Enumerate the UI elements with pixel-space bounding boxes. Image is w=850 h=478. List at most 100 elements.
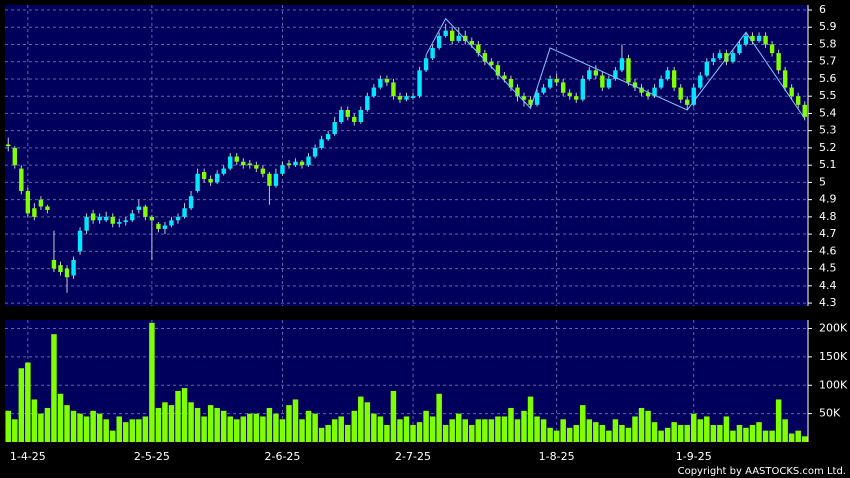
volume-bar <box>801 436 808 442</box>
volume-bar <box>403 416 410 442</box>
volume-bar <box>70 410 77 442</box>
candle-body <box>149 216 155 221</box>
volume-bar <box>260 416 266 442</box>
volume-bar <box>266 407 273 442</box>
volume-bar <box>129 419 136 442</box>
zigzag-line <box>425 17 806 119</box>
volume-bar <box>201 416 207 442</box>
y-tick-label: 4.6 <box>819 244 837 257</box>
candle-body <box>796 96 801 105</box>
candle-body <box>456 35 461 42</box>
candle-body <box>19 168 24 192</box>
candle-body <box>175 216 181 221</box>
candle-body <box>547 78 553 88</box>
candle-body <box>234 156 239 162</box>
candle-body <box>325 134 331 140</box>
candle-body <box>156 223 161 229</box>
candle-body <box>339 109 344 123</box>
volume-bar <box>240 416 247 442</box>
volume-bar <box>162 402 168 442</box>
volume-bar <box>762 430 769 442</box>
volume-bar <box>247 413 253 442</box>
volume-bar <box>175 390 181 442</box>
candle-body <box>117 222 122 224</box>
volume-bar <box>83 416 90 442</box>
y-tick-label: 200K <box>819 322 848 335</box>
candle-body <box>756 35 762 42</box>
candle-body <box>280 165 285 174</box>
y-tick-label: 5.5 <box>819 89 837 102</box>
y-tick-label: 5.3 <box>819 124 837 137</box>
candle-body <box>384 78 390 83</box>
volume-bar <box>638 407 645 442</box>
volume-bar <box>534 416 540 442</box>
volume-bar <box>619 424 625 442</box>
candle-body <box>306 156 311 166</box>
volume-bar <box>514 419 521 442</box>
candle-body <box>632 82 638 88</box>
candle-body <box>267 173 272 186</box>
candle-body <box>482 53 488 62</box>
volume-bar <box>416 422 423 442</box>
volume-bar <box>220 410 227 442</box>
candle-body <box>90 213 96 221</box>
volume-bar <box>227 416 233 442</box>
candle-body <box>260 168 266 174</box>
candle-body <box>652 87 657 97</box>
candle-body <box>136 206 142 210</box>
volume-bar <box>358 396 364 442</box>
volume-bar <box>547 427 553 442</box>
volume-bar <box>397 419 403 442</box>
y-tick-label: 5 <box>819 175 826 188</box>
volume-bar <box>109 430 116 442</box>
candle-body <box>476 44 481 54</box>
candle-body <box>12 147 17 166</box>
volume-bar <box>566 427 573 442</box>
volume-bar <box>331 419 338 442</box>
volume-bar <box>475 419 482 442</box>
candle-body <box>724 53 729 62</box>
candle-body <box>365 96 370 110</box>
volume-bar <box>292 399 299 442</box>
candle-body <box>286 163 292 166</box>
candle-body <box>711 58 716 62</box>
volume-bar <box>710 424 717 442</box>
y-tick-label: 50K <box>819 407 841 420</box>
candle-body <box>769 44 775 54</box>
volume-bar <box>449 419 455 442</box>
candle-body <box>103 216 109 221</box>
copyright: Copyright by AASTOCKS.com Ltd. <box>678 466 846 477</box>
candle-body <box>195 173 200 192</box>
volume-bar <box>390 390 397 442</box>
volume-bar <box>338 416 344 442</box>
candle-body <box>639 87 644 93</box>
volume-bar <box>123 422 129 442</box>
candle-body <box>436 35 442 48</box>
candle-body <box>410 96 416 98</box>
volume-bar <box>469 424 475 442</box>
candle-body <box>489 61 494 66</box>
candle-body <box>71 259 76 276</box>
volume-bar <box>612 419 619 442</box>
candle-body <box>345 109 350 117</box>
candle-body <box>58 265 63 273</box>
candle-body <box>508 78 514 88</box>
volume-bar <box>168 405 175 442</box>
volume-bar <box>429 416 436 442</box>
volume-bar <box>508 407 514 442</box>
volume-bar <box>90 410 96 442</box>
volume-bar <box>586 419 593 442</box>
candle-body <box>299 161 305 166</box>
volume-bar <box>501 416 508 442</box>
candle-body <box>587 70 592 79</box>
volume-bar <box>364 402 371 442</box>
candle-body <box>77 230 83 252</box>
candle-body <box>188 196 194 209</box>
candle-body <box>312 147 318 157</box>
candle-body <box>430 47 435 59</box>
volume-bar <box>645 410 651 442</box>
volume-bar <box>12 419 18 442</box>
volume-bar <box>103 419 109 442</box>
volume-bar <box>384 424 390 442</box>
volume-bar <box>442 424 449 442</box>
